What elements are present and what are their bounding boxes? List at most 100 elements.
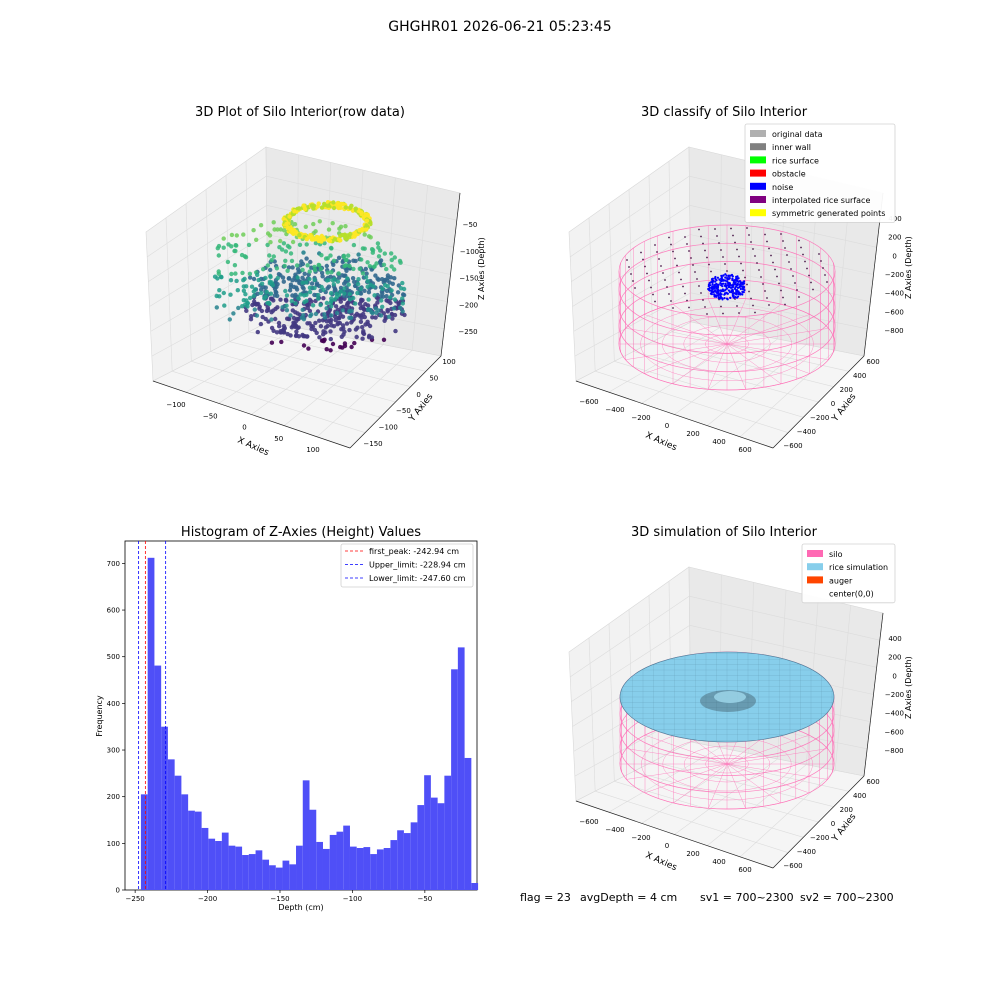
data-point — [371, 264, 377, 269]
data-point — [351, 295, 356, 301]
classify-legend-label: symmetric generated points — [772, 209, 885, 218]
data-point — [288, 313, 293, 318]
histogram-bar — [437, 803, 445, 890]
simulation-y-tick: 600 — [866, 778, 879, 786]
classify-x-tick: −200 — [631, 414, 650, 422]
data-point — [241, 288, 247, 293]
noise-point — [720, 293, 723, 296]
data-point — [312, 285, 317, 291]
data-point — [319, 233, 324, 239]
data-point — [348, 231, 353, 237]
simulation-legend-label: auger — [829, 576, 853, 585]
data-point — [365, 307, 371, 313]
histogram-bar — [336, 831, 344, 890]
surface-grid-point — [700, 235, 702, 238]
data-point — [269, 258, 274, 263]
data-point — [363, 275, 369, 280]
data-point — [370, 248, 376, 253]
data-point — [322, 237, 327, 242]
data-point — [285, 268, 290, 273]
data-point — [380, 286, 385, 291]
data-point — [340, 273, 345, 278]
histogram-bar — [356, 848, 364, 890]
noise-point — [741, 285, 744, 288]
data-point — [217, 288, 222, 293]
data-point — [376, 254, 382, 259]
histogram-bar — [154, 665, 162, 890]
surface-grid-point — [770, 254, 772, 257]
classify-x-axis-label: X Axies — [644, 431, 679, 454]
noise-point — [714, 275, 717, 279]
data-point — [291, 320, 296, 325]
data-point — [348, 205, 353, 210]
histogram-x-tick-label: −50 — [417, 895, 432, 903]
data-point — [341, 253, 347, 258]
data-point — [305, 263, 310, 268]
data-point — [329, 296, 334, 301]
data-point — [278, 238, 283, 244]
data-point — [251, 276, 257, 282]
data-point — [361, 311, 366, 317]
data-point — [252, 299, 257, 304]
data-point — [385, 273, 391, 278]
surface-grid-point — [702, 299, 704, 301]
data-point — [269, 310, 274, 315]
surface-grid-point — [668, 293, 670, 295]
silo-floor-spoke — [644, 763, 728, 794]
histogram-bar — [255, 850, 263, 890]
surface-grid-point — [762, 283, 764, 285]
histogram-bar — [363, 847, 371, 890]
classify-noise-points — [707, 273, 746, 301]
data-point — [274, 330, 280, 335]
noise-point — [719, 282, 722, 285]
histogram-bar — [309, 809, 317, 890]
data-point — [293, 301, 298, 306]
surface-grid-point — [700, 292, 702, 294]
data-point — [384, 294, 389, 299]
data-point — [343, 205, 348, 210]
data-point — [313, 320, 318, 326]
silo-floor-spoke — [708, 763, 728, 809]
surface-grid-point — [640, 251, 642, 254]
data-point — [221, 290, 226, 296]
histogram-bar — [181, 794, 189, 890]
data-point — [374, 261, 379, 266]
data-point — [291, 284, 297, 290]
data-point — [271, 220, 276, 225]
noise-point — [742, 291, 745, 294]
data-point — [369, 310, 374, 315]
histogram-bar — [410, 822, 418, 890]
simulation-z-tick: −600 — [885, 728, 904, 736]
noise-point — [738, 293, 741, 296]
surface-grid-point — [800, 246, 802, 249]
surface-grid-point — [780, 233, 782, 235]
data-point — [336, 320, 341, 326]
data-point — [225, 259, 231, 265]
noise-point — [736, 275, 739, 278]
noise-point — [724, 273, 727, 276]
data-point — [216, 243, 222, 249]
surface-grid-point — [704, 249, 706, 252]
data-point — [328, 348, 333, 353]
surface-grid-point — [648, 279, 650, 282]
classify-legend-label: obstacle — [772, 170, 806, 179]
surface-grid-point — [720, 305, 722, 308]
data-point — [307, 285, 313, 290]
data-point — [360, 227, 365, 232]
data-point — [400, 309, 405, 314]
data-point — [346, 282, 351, 287]
noise-point — [732, 279, 735, 282]
data-point — [231, 311, 236, 316]
data-point — [339, 327, 344, 332]
data-point — [382, 318, 387, 323]
raw-z-tick: −100 — [460, 248, 479, 256]
surface-grid-point — [752, 304, 754, 307]
noise-point — [712, 279, 715, 282]
data-point — [302, 206, 308, 212]
surface-grid-point — [802, 253, 804, 256]
surface-grid-point — [704, 306, 706, 308]
simulation-x-tick: 200 — [686, 850, 699, 858]
data-point — [303, 224, 308, 229]
histogram-y-tick-label: 500 — [107, 653, 120, 661]
surface-grid-point — [670, 300, 672, 302]
